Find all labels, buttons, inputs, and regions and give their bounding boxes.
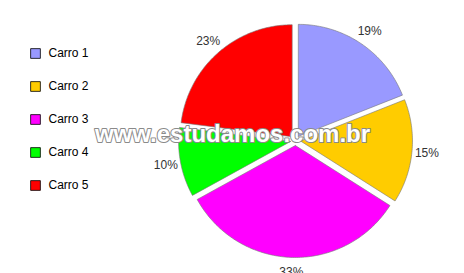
svg-text:15%: 15% — [415, 146, 439, 160]
svg-text:Carro 4: Carro 4 — [49, 145, 89, 159]
svg-text:Carro 5: Carro 5 — [49, 178, 89, 192]
svg-text:23%: 23% — [196, 34, 220, 48]
svg-text:33%: 33% — [279, 265, 303, 273]
svg-text:Carro 3: Carro 3 — [49, 112, 89, 126]
svg-text:Carro 1: Carro 1 — [49, 46, 89, 60]
svg-text:www.estudamos.com.br: www.estudamos.com.br — [94, 120, 370, 147]
svg-text:10%: 10% — [154, 158, 178, 172]
svg-text:Carro 2: Carro 2 — [49, 79, 89, 93]
svg-text:19%: 19% — [358, 24, 382, 38]
